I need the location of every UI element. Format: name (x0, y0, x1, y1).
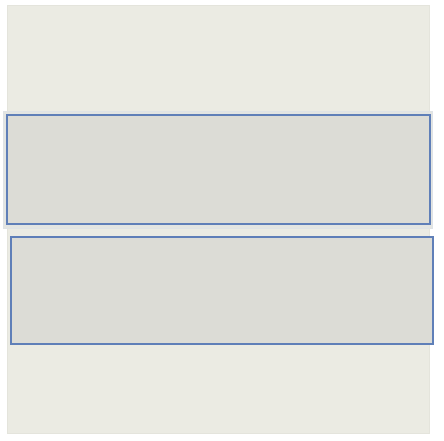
list-item[interactable] (10, 236, 434, 345)
list-item[interactable] (6, 114, 431, 225)
